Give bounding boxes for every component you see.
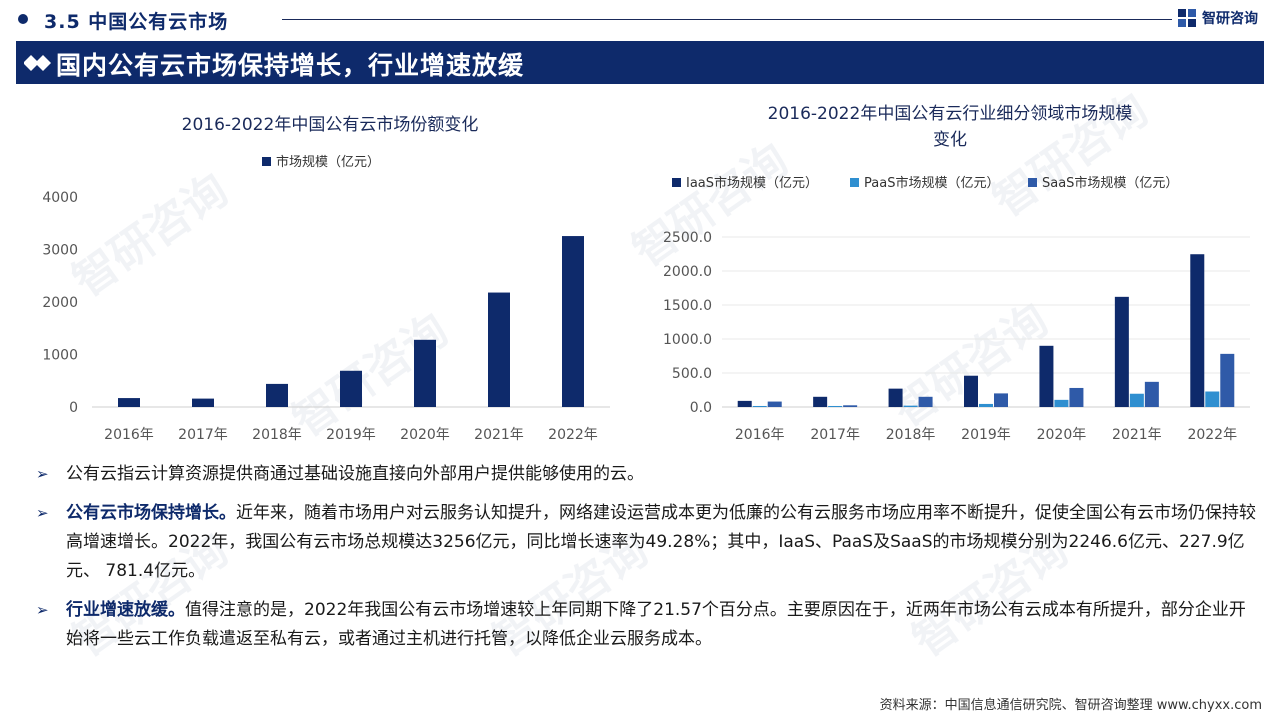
bar (266, 383, 288, 407)
x-tick-label: 2020年 (400, 427, 450, 443)
legend-swatch (672, 178, 681, 187)
x-tick-label: 2018年 (886, 427, 936, 443)
x-tick-label: 2021年 (1112, 427, 1162, 443)
source-note: 资料来源：中国信息通信研究院、智研咨询整理 www.chyxx.com (879, 698, 1262, 713)
x-tick-label: 2016年 (735, 427, 785, 443)
title-banner: 国内公有云市场保持增长，行业增速放缓 (16, 41, 1264, 84)
bullet-text: 值得注意的是，2022年我国公有云市场增速较上年同期下降了21.57个百分点。主… (66, 600, 1246, 649)
bar (964, 375, 978, 407)
legend-swatch (262, 157, 271, 166)
bar (979, 403, 993, 407)
brand-name: 智研咨询 (1202, 11, 1258, 27)
legend-label: 市场规模（亿元） (276, 154, 380, 170)
bar (1205, 391, 1220, 407)
bar (737, 400, 752, 407)
bar (1144, 381, 1159, 407)
section-dot (18, 14, 28, 24)
chart-title-line1: 2016-2022年中国公有云行业细分领域市场规模 (768, 104, 1133, 124)
x-tick-label: 2017年 (178, 427, 228, 443)
brand-logo: 智研咨询 (1176, 6, 1258, 30)
bullet-item: ➢ 公有云市场保持增长。近年来，随着市场用户对云服务认知提升，网络建设运营成本更… (36, 499, 1256, 586)
x-tick-label: 2021年 (474, 427, 524, 443)
brand-mark-icon (1178, 9, 1196, 27)
y-tick-label: 1000.0 (663, 332, 712, 348)
bullet-text: 近年来，随着市场用户对云服务认知提升，网络建设运营成本更为低廉的公有云服务市场应… (66, 503, 1256, 581)
x-tick-label: 2022年 (1187, 427, 1237, 443)
x-tick-label: 2019年 (961, 427, 1011, 443)
x-tick-label: 2018年 (252, 427, 302, 443)
bullet-highlight: 行业增速放缓。 (66, 600, 185, 620)
bar (828, 405, 843, 407)
bar (414, 339, 436, 407)
arrow-icon: ➢ (36, 465, 49, 483)
bar (1190, 254, 1205, 407)
y-tick-label: 2000 (42, 295, 78, 311)
bar (903, 405, 918, 407)
bullet-item: ➢ 公有云指云计算资源提供商通过基础设施直接向外部用户提供能够使用的云。 (36, 460, 1256, 489)
legend-label: SaaS市场规模（亿元） (1042, 175, 1178, 191)
y-tick-label: 4000 (42, 190, 78, 206)
bar (994, 393, 1008, 407)
legend-label: IaaS市场规模（亿元） (686, 175, 818, 191)
x-tick-label: 2016年 (104, 427, 154, 443)
legend-label: PaaS市场规模（亿元） (864, 175, 999, 191)
bar (1114, 296, 1129, 407)
bar (192, 398, 214, 407)
double-diamond-icon (24, 55, 51, 71)
arrow-icon: ➢ (36, 601, 49, 619)
segment-size-chart: 2016-2022年中国公有云行业细分领域市场规模 IaaS市场规模（亿元） Pa… (663, 104, 1250, 443)
section-title: 3.5 中国公有云市场 (44, 11, 229, 33)
bar (340, 370, 362, 407)
y-tick-label: 0 (69, 400, 78, 416)
bar (1069, 387, 1084, 407)
chart-title-line2: 变化 (933, 130, 967, 150)
market-size-chart: 2016-2022年中国公有云市场份额变化 市场规模（亿元） 0 1000 2000… (42, 115, 610, 443)
y-tick-label: 2500.0 (663, 230, 712, 246)
bullet-list: ➢ 公有云指云计算资源提供商通过基础设施直接向外部用户提供能够使用的云。 ➢ 公… (36, 460, 1256, 654)
x-tick-label: 2017年 (810, 427, 860, 443)
bullet-item: ➢ 行业增速放缓。值得注意的是，2022年我国公有云市场增速较上年同期下降了21… (36, 596, 1256, 654)
y-tick-label: 1500.0 (663, 298, 712, 314)
bar (1039, 345, 1054, 407)
header-divider (282, 19, 1172, 20)
bar (813, 396, 828, 407)
y-tick-label: 0.0 (690, 400, 712, 416)
x-tick-label: 2019年 (326, 427, 376, 443)
page-title: 国内公有云市场保持增长，行业增速放缓 (56, 51, 525, 80)
bar (752, 405, 767, 407)
bullet-highlight: 公有云市场保持增长。 (66, 503, 236, 523)
x-tick-label: 2020年 (1037, 427, 1087, 443)
bar (1054, 399, 1069, 407)
y-tick-label: 500.0 (672, 366, 712, 382)
bullet-text: 公有云指云计算资源提供商通过基础设施直接向外部用户提供能够使用的云。 (66, 464, 644, 484)
bar (488, 292, 510, 407)
bar (767, 401, 782, 407)
top-bar: 3.5 中国公有云市场 智研咨询 (0, 0, 1280, 40)
bar (562, 236, 584, 407)
y-tick-label: 3000 (42, 243, 78, 259)
x-tick-label: 2022年 (548, 427, 598, 443)
bar (1220, 353, 1235, 407)
bar (918, 396, 933, 407)
bar (1129, 393, 1144, 407)
arrow-icon: ➢ (36, 504, 49, 522)
bar (888, 388, 903, 407)
legend-swatch (850, 178, 859, 187)
y-tick-label: 2000.0 (663, 264, 712, 280)
bar (843, 405, 858, 407)
legend-swatch (1028, 178, 1037, 187)
chart-title: 2016-2022年中国公有云市场份额变化 (182, 115, 479, 135)
bar (118, 398, 140, 407)
y-tick-label: 1000 (42, 348, 78, 364)
